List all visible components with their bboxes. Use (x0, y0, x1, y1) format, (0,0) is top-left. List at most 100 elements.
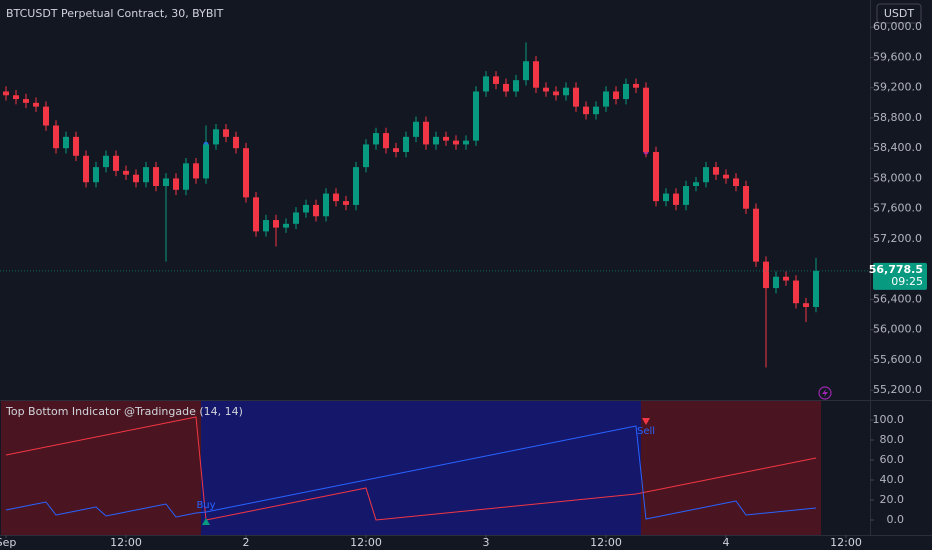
candle-body (183, 163, 189, 190)
x-tick-label: 12:00 (350, 536, 382, 549)
y-tick-label: 0.0 (887, 513, 905, 526)
x-tick-label: Sep (0, 536, 16, 549)
candle-body (343, 201, 349, 205)
candle-body (663, 193, 669, 202)
y-tick-label: 59,200.0 (873, 81, 922, 94)
candle-body (63, 136, 69, 149)
x-tick-label: 12:00 (590, 536, 622, 549)
candle-body (293, 212, 299, 224)
y-tick-label: 55,600.0 (873, 353, 922, 366)
candle-body (53, 125, 59, 149)
indicator-title: Top Bottom Indicator @Tradingade (14, 14… (5, 405, 243, 418)
buy-label: Buy (196, 500, 215, 511)
candle-body (443, 136, 449, 141)
y-tick-label: 58,000.0 (873, 171, 922, 184)
currency-label[interactable]: USDT (884, 7, 915, 20)
candle-body (153, 167, 159, 187)
x-tick-label: 3 (483, 536, 490, 549)
x-tick-label: 2 (243, 536, 250, 549)
candle-body (233, 136, 239, 149)
candle-body (193, 163, 199, 179)
candle-body (383, 133, 389, 149)
y-tick-label: 58,800.0 (873, 111, 922, 124)
candle-body (573, 87, 579, 107)
candle-body (373, 133, 379, 145)
last-price-label: 56,778.5 (869, 263, 923, 276)
candle-body (143, 167, 149, 183)
candle-body (283, 223, 289, 228)
candle-body (83, 155, 89, 183)
candle-body (593, 106, 599, 115)
y-tick-label: 58,400.0 (873, 141, 922, 154)
candle-body (203, 144, 209, 179)
sell-arrow (642, 418, 650, 425)
candle-body (323, 193, 329, 217)
y-tick-label: 57,200.0 (873, 232, 922, 245)
y-tick-label: 60,000.0 (873, 20, 922, 33)
candle-body (763, 261, 769, 289)
candle-body (803, 303, 809, 307)
candle-body (243, 148, 249, 198)
candle-body (313, 204, 319, 217)
y-tick-label: 60.0 (880, 453, 905, 466)
candle-body (173, 178, 179, 190)
last-price-box (873, 262, 927, 290)
y-tick-label: 20.0 (880, 493, 905, 506)
candle-body (543, 87, 549, 92)
y-tick-label: 59,600.0 (873, 50, 922, 63)
y-tick-label: 56,000.0 (873, 323, 922, 336)
candle-body (363, 144, 369, 168)
candle-body (693, 182, 699, 187)
sell-label: Sell (637, 426, 655, 437)
alert-bolt (822, 389, 828, 397)
y-tick-label: 100.0 (873, 413, 905, 426)
candle-body (13, 95, 19, 100)
candle-body (793, 280, 799, 304)
y-tick-label: 56,400.0 (873, 292, 922, 305)
signal-zone (0, 401, 201, 535)
indicator-pane: 0.0 20.0 40.0 60.0 80.0 100.0 Buy Sell (0, 401, 905, 535)
candle-body (353, 167, 359, 205)
y-tick-label: 40.0 (880, 473, 905, 486)
candle-body (673, 193, 679, 205)
candle-body (503, 83, 509, 92)
candle-body (133, 174, 139, 183)
candle-body (3, 91, 9, 96)
alert-icon[interactable] (818, 386, 832, 400)
candle-body (23, 99, 29, 103)
candle-body (623, 83, 629, 100)
candle-body (603, 91, 609, 107)
candle-body (563, 87, 569, 96)
currency-button[interactable] (876, 3, 922, 24)
candle-body (493, 76, 499, 84)
candle-body (723, 174, 729, 179)
candle-body (253, 197, 259, 232)
candle-body (533, 61, 539, 88)
candle-body (773, 276, 779, 289)
signal-zone (641, 401, 821, 535)
candle-body (263, 220, 269, 232)
candle-body (333, 193, 339, 202)
candle-body (653, 151, 659, 202)
candle-body (813, 270, 819, 307)
candle-body (553, 91, 559, 96)
candle-body (93, 167, 99, 183)
countdown-label: 09:25 (891, 275, 923, 288)
candle-body (713, 167, 719, 175)
y-tick-label: 57,600.0 (873, 202, 922, 215)
indicator-line (5, 416, 817, 521)
candle-body (703, 167, 709, 183)
candle-body (123, 170, 129, 175)
candle-body (783, 276, 789, 281)
candle-body (613, 91, 619, 100)
y-tick-label: 55,200.0 (873, 383, 922, 396)
candle-body (273, 220, 279, 228)
x-tick-label: 4 (723, 536, 730, 549)
candle-body (753, 208, 759, 262)
candle-body (733, 178, 739, 187)
candle-body (433, 136, 439, 145)
candle-body (213, 129, 219, 145)
candle-body (303, 204, 309, 213)
candle-body (683, 186, 689, 205)
